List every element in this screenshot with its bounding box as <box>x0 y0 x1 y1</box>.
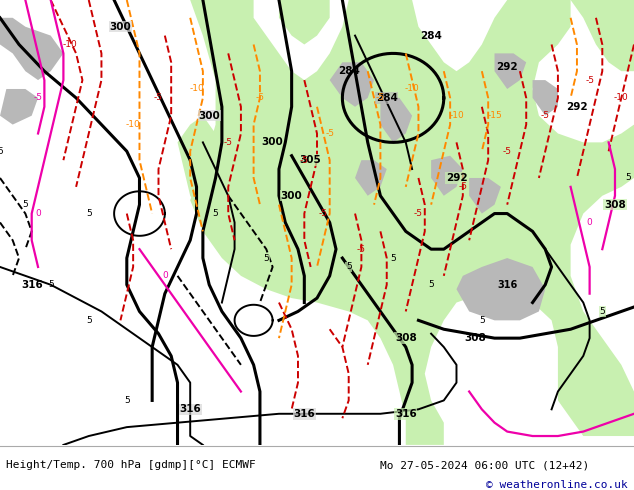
Text: 5: 5 <box>0 147 3 156</box>
Text: 300: 300 <box>281 191 302 201</box>
Text: 0: 0 <box>586 218 593 227</box>
Text: Mo 27-05-2024 06:00 UTC (12+42): Mo 27-05-2024 06:00 UTC (12+42) <box>380 460 590 470</box>
Text: © weatheronline.co.uk: © weatheronline.co.uk <box>486 481 628 490</box>
Text: -10: -10 <box>189 84 204 94</box>
Text: 316: 316 <box>294 409 315 419</box>
Text: 316: 316 <box>497 280 517 290</box>
Text: 300: 300 <box>110 22 131 32</box>
Text: 284: 284 <box>338 66 359 76</box>
Text: 5: 5 <box>479 316 485 325</box>
Text: -5: -5 <box>585 75 594 85</box>
Text: 5: 5 <box>22 200 29 209</box>
Text: 5: 5 <box>346 263 352 271</box>
Text: 308: 308 <box>465 333 486 343</box>
Text: -5: -5 <box>458 182 467 192</box>
Text: 292: 292 <box>496 62 518 72</box>
Text: 5: 5 <box>124 396 130 405</box>
Text: -5: -5 <box>325 129 334 138</box>
Text: 308: 308 <box>604 199 626 210</box>
Text: 0: 0 <box>162 271 168 280</box>
Text: 5: 5 <box>428 280 434 289</box>
Text: -5: -5 <box>357 245 366 254</box>
Text: 5: 5 <box>599 307 605 316</box>
Text: -5: -5 <box>256 94 264 102</box>
Text: 316: 316 <box>395 409 417 419</box>
Text: -10: -10 <box>126 120 141 129</box>
Text: 292: 292 <box>566 102 588 112</box>
Text: 5: 5 <box>212 209 219 218</box>
Text: 305: 305 <box>300 155 321 165</box>
Text: -10: -10 <box>614 94 629 102</box>
Text: -15: -15 <box>487 111 502 120</box>
Text: -5: -5 <box>319 209 328 218</box>
Text: -5: -5 <box>300 156 309 165</box>
Text: -10: -10 <box>62 40 77 49</box>
Text: 316: 316 <box>179 404 201 415</box>
Text: -10: -10 <box>404 84 420 94</box>
Text: 300: 300 <box>198 111 220 121</box>
Text: 316: 316 <box>21 280 42 290</box>
Text: 292: 292 <box>446 173 467 183</box>
Text: -5: -5 <box>154 94 163 102</box>
Text: -5: -5 <box>34 94 42 102</box>
Text: 5: 5 <box>390 253 396 263</box>
Text: 308: 308 <box>395 333 417 343</box>
Text: 284: 284 <box>420 30 442 41</box>
Text: 300: 300 <box>262 137 283 147</box>
Text: 0: 0 <box>35 209 41 218</box>
Text: 5: 5 <box>86 316 92 325</box>
Text: -5: -5 <box>414 209 423 218</box>
Text: 5: 5 <box>48 280 54 289</box>
Text: -5: -5 <box>541 111 550 120</box>
Text: -10: -10 <box>449 111 464 120</box>
Text: -5: -5 <box>224 138 233 147</box>
Text: -5: -5 <box>376 94 385 102</box>
Text: -5: -5 <box>503 147 512 156</box>
Text: 284: 284 <box>376 93 398 103</box>
Text: 5: 5 <box>86 209 92 218</box>
Text: 5: 5 <box>263 253 269 263</box>
Text: Height/Temp. 700 hPa [gdmp][°C] ECMWF: Height/Temp. 700 hPa [gdmp][°C] ECMWF <box>6 460 256 470</box>
Text: 5: 5 <box>624 173 631 182</box>
